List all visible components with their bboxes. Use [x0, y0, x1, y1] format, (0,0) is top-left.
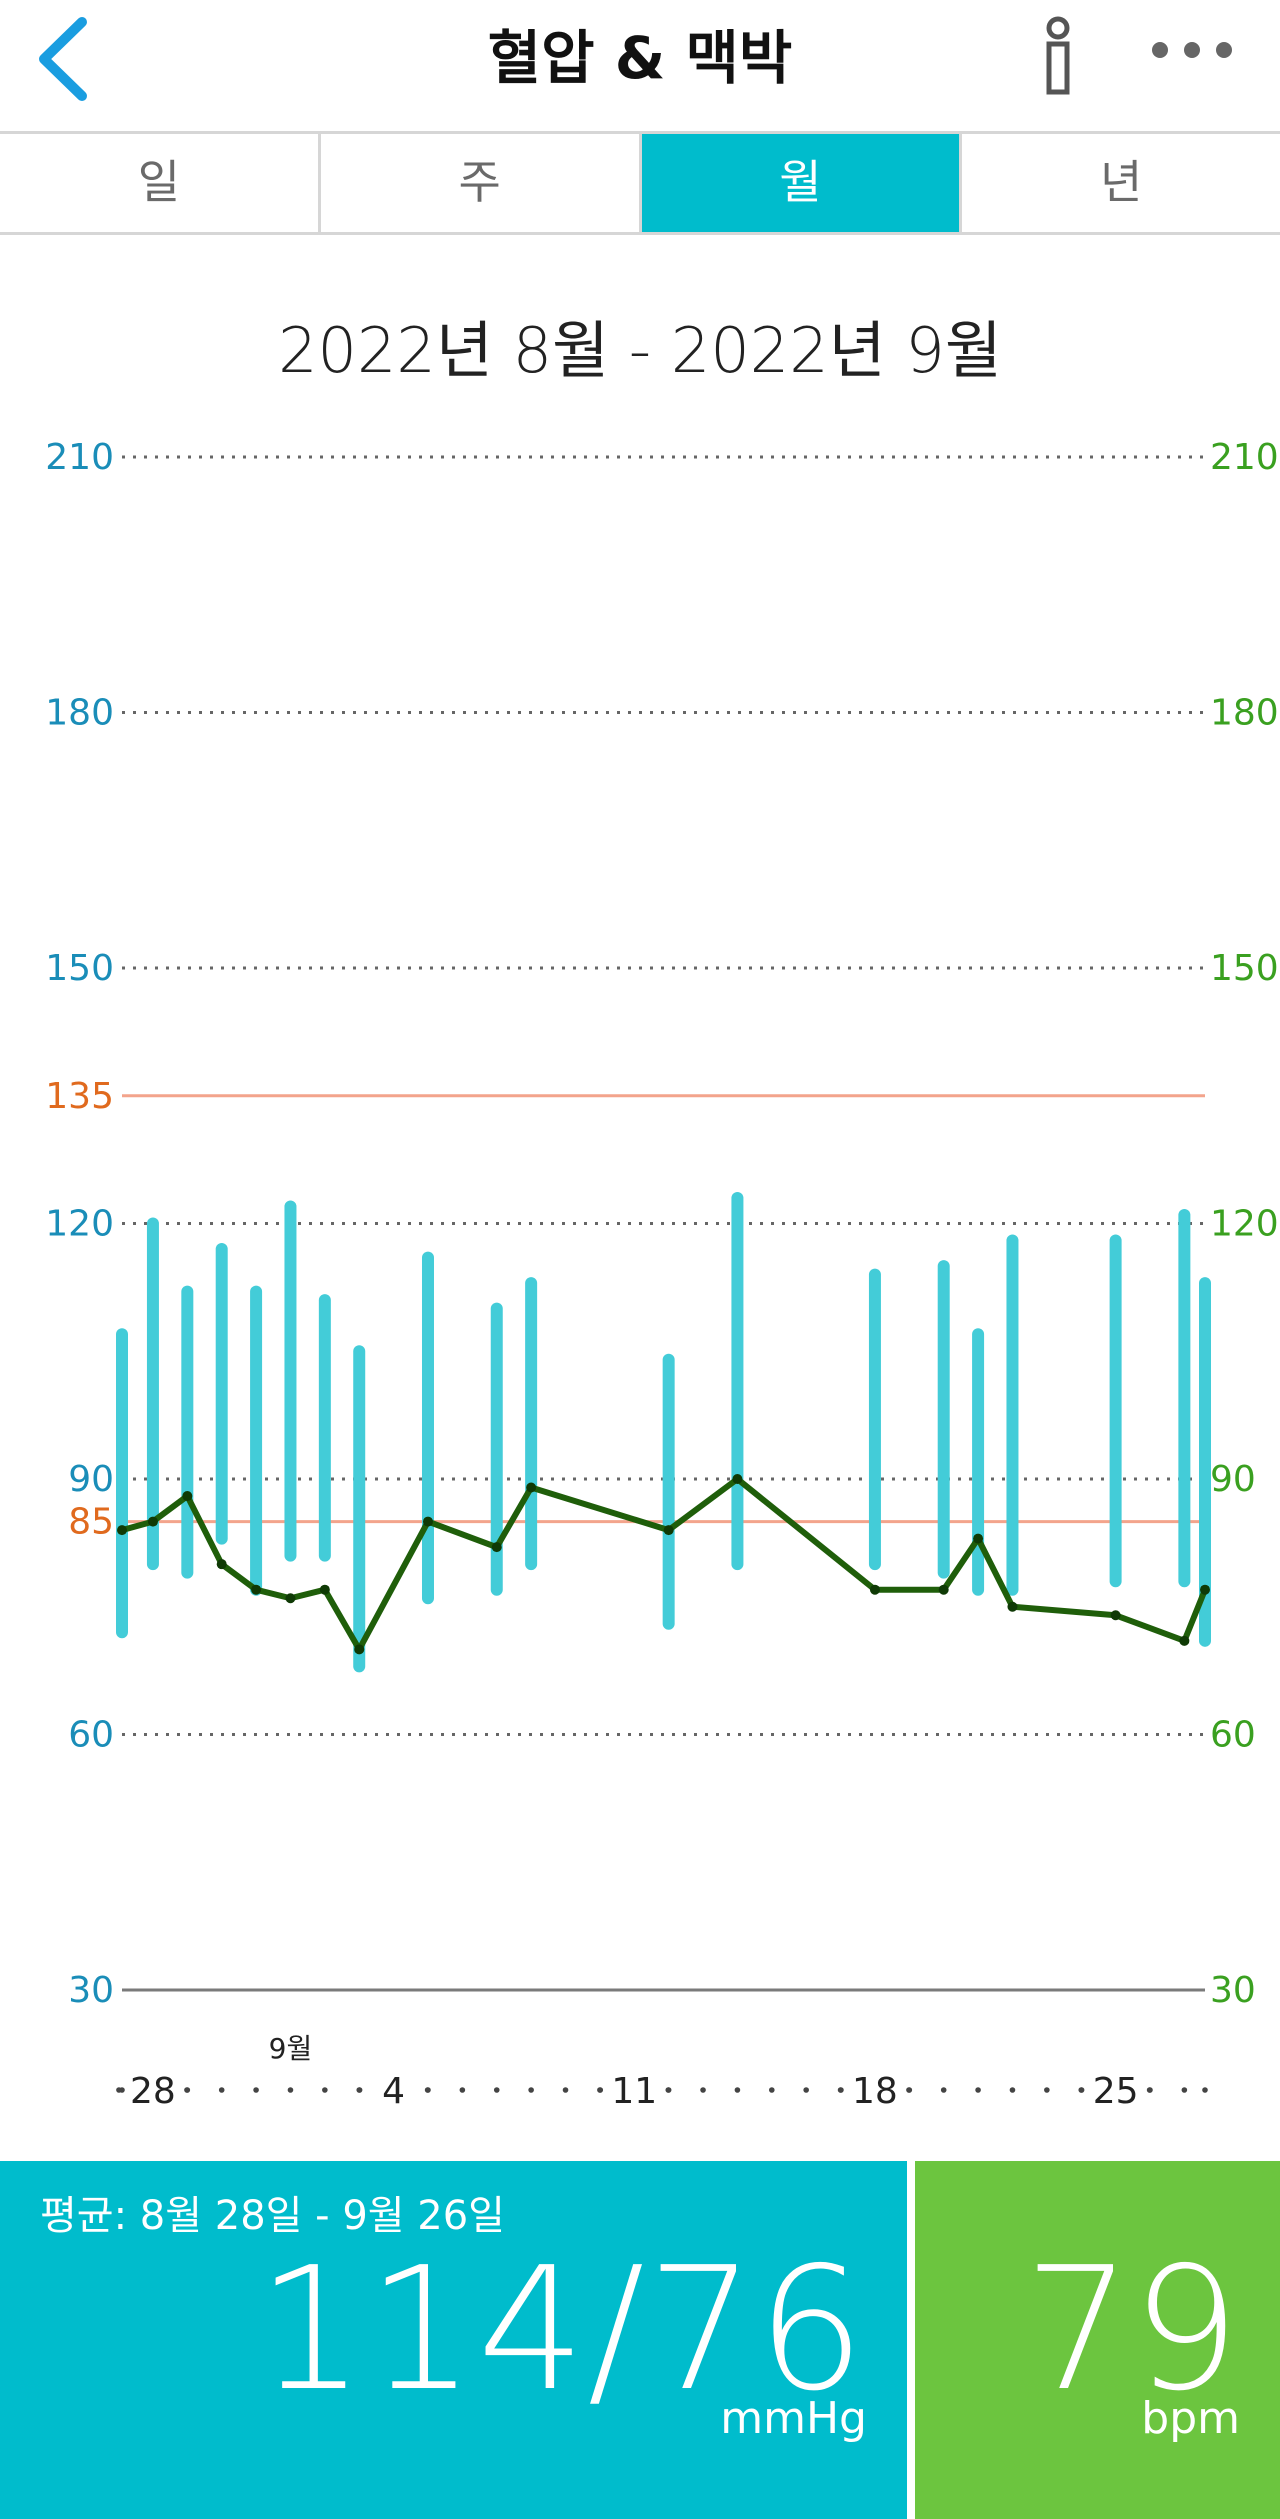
x-day-dot	[424, 2087, 431, 2093]
date-range-label: 2022년 8월 - 2022년 9월	[278, 314, 1002, 387]
tab-year[interactable]: 년	[1099, 155, 1143, 209]
left-axis-tick-label: 210	[45, 437, 114, 478]
x-day-dot	[700, 2087, 706, 2093]
x-tick-label: 18	[852, 2071, 898, 2112]
bp-average-value: 114/76	[256, 2231, 867, 2429]
x-tick-label: 25	[1093, 2071, 1139, 2112]
pulse-point	[869, 1584, 880, 1595]
pulse-point	[973, 1533, 984, 1544]
x-day-dot	[1202, 2087, 1208, 2093]
pulse-point	[938, 1584, 949, 1595]
pulse-unit: bpm	[1141, 2393, 1240, 2444]
pulse-point	[1179, 1635, 1190, 1646]
right-axis-tick-label: 60	[1210, 1715, 1256, 1756]
pulse-point	[732, 1474, 743, 1484]
left-axis-tick-label: 90	[68, 1459, 114, 1500]
back-button[interactable]	[30, 14, 100, 104]
pulse-point	[1200, 1584, 1210, 1595]
x-day-dot	[562, 2087, 569, 2093]
pulse-point	[1007, 1601, 1018, 1612]
x-tick-label: 11	[611, 2071, 657, 2112]
x-day-dot	[218, 2087, 225, 2093]
x-day-dot	[1078, 2087, 1085, 2093]
x-day-dot	[734, 2087, 741, 2093]
x-day-dot	[1146, 2087, 1153, 2093]
average-period-label: 평균: 8월 28일 - 9월 26일	[40, 2193, 505, 2239]
right-axis-tick-label: 150	[1210, 948, 1279, 989]
right-axis-tick-label: 90	[1210, 1459, 1256, 1500]
info-button[interactable]	[1030, 10, 1090, 100]
tab-month[interactable]: 월	[641, 134, 963, 232]
info-icon	[1046, 16, 1070, 95]
x-day-dot	[769, 2087, 775, 2093]
x-day-dot	[1181, 2087, 1188, 2093]
tab-week[interactable]: 주	[321, 134, 642, 232]
x-day-dot	[493, 2087, 500, 2093]
x-day-dot	[665, 2087, 672, 2093]
x-day-dot	[253, 2087, 259, 2093]
pulse-point	[117, 1525, 127, 1536]
pulse-point	[663, 1525, 674, 1536]
page-title: 혈압 & 맥박	[487, 24, 793, 92]
pulse-point	[1110, 1610, 1121, 1621]
pulse-point	[216, 1559, 227, 1570]
bp-average-card[interactable]: 평균: 8월 28일 - 9월 26일 114/76 mmHg	[0, 2161, 907, 2519]
month-marker-label: 9월	[269, 2032, 313, 2065]
threshold-label: 135	[45, 1076, 114, 1117]
pulse-average-card[interactable]: 79 bpm	[915, 2161, 1280, 2519]
pulse-point	[285, 1593, 296, 1604]
x-day-dot	[1009, 2087, 1016, 2093]
left-axis-tick-label: 30	[68, 1970, 114, 2011]
x-day-dot	[940, 2087, 947, 2093]
x-day-dot	[184, 2087, 190, 2093]
x-day-dot	[459, 2087, 466, 2093]
x-day-dot	[116, 2087, 122, 2093]
app-header: 혈압 & 맥박	[0, 0, 1280, 134]
x-day-dot	[356, 2087, 363, 2093]
x-day-dot	[287, 2087, 294, 2093]
left-axis-tick-label: 150	[45, 948, 114, 989]
pulse-line	[121, 1476, 1208, 1653]
chevron-left-icon	[39, 17, 87, 101]
bp-unit: mmHg	[720, 2393, 867, 2444]
pulse-point	[491, 1542, 502, 1553]
more-button[interactable]	[1140, 20, 1250, 80]
pulse-point	[251, 1584, 262, 1595]
left-axis-tick-label: 120	[45, 1204, 114, 1245]
pulse-point	[354, 1644, 365, 1655]
more-dots-icon	[1152, 42, 1232, 58]
pulse-average-value: 79	[1023, 2231, 1240, 2429]
x-day-dot	[975, 2087, 981, 2093]
x-day-dot	[838, 2087, 844, 2093]
threshold-label: 85	[68, 1502, 114, 1543]
bp-pulse-chart: 30 30 60 60 90 90 120 120 150 150 180 180 210 210 135 8…	[45, 437, 1279, 2112]
right-axis-tick-label: 180	[1210, 693, 1279, 734]
x-day-dot	[803, 2087, 809, 2093]
pulse-point	[182, 1491, 193, 1502]
pulse-point	[147, 1516, 158, 1527]
right-axis-tick-label: 30	[1210, 1970, 1256, 2011]
tab-day[interactable]: 일	[0, 134, 321, 232]
pulse-point	[526, 1482, 537, 1493]
pulse-point	[319, 1584, 330, 1595]
summary-panel: 평균: 8월 28일 - 9월 26일 114/76 mmHg 79 bpm	[0, 2161, 1280, 2519]
period-tabs: 일 주 월 년	[0, 134, 1280, 235]
left-axis-tick-label: 180	[45, 693, 114, 734]
right-axis-tick-label: 210	[1210, 437, 1279, 478]
x-day-dot	[528, 2087, 534, 2093]
x-day-dot	[322, 2087, 328, 2093]
x-day-dot	[1044, 2087, 1050, 2093]
x-tick-label: 4	[382, 2071, 405, 2112]
x-day-dot	[597, 2087, 604, 2093]
x-tick-label: 28	[130, 2071, 176, 2112]
right-axis-tick-label: 120	[1210, 1204, 1279, 1245]
left-axis-tick-label: 60	[68, 1715, 114, 1756]
pulse-point	[422, 1516, 433, 1527]
x-day-dot	[906, 2087, 912, 2093]
